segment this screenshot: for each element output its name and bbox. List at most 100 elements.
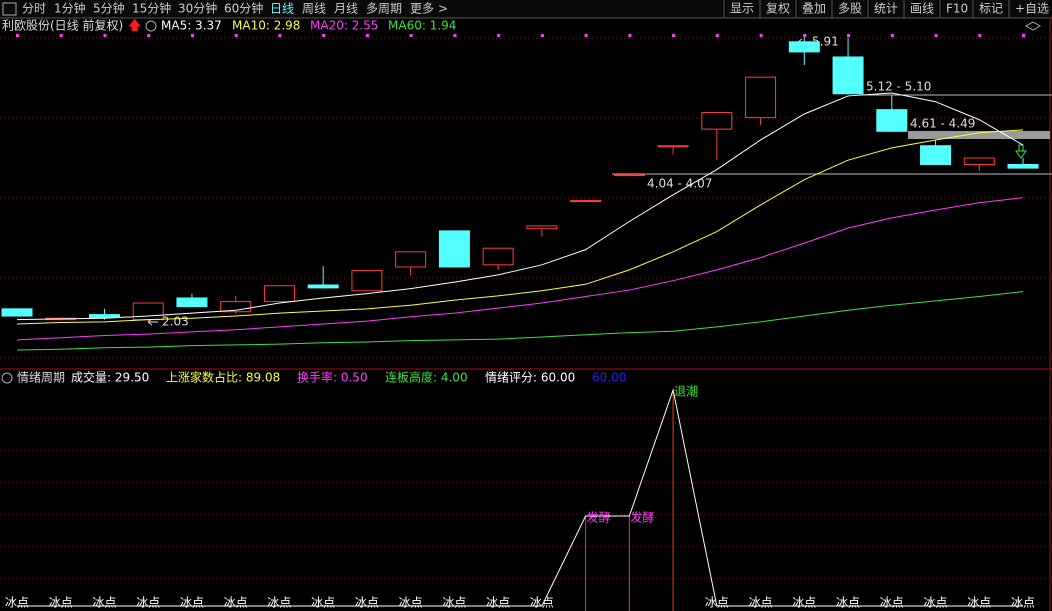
period-tab[interactable]: 分时 xyxy=(22,2,46,16)
candle-body xyxy=(1,308,33,317)
phase-label: 冰点 xyxy=(924,596,948,610)
period-dot xyxy=(890,34,894,37)
candle-body xyxy=(88,314,120,318)
sentiment-line xyxy=(17,388,1024,607)
candle-body xyxy=(351,270,383,292)
up-arrow-icon: 🡅 xyxy=(128,19,141,34)
candle-body xyxy=(657,145,689,148)
candle-body xyxy=(263,285,295,303)
period-dot xyxy=(409,34,413,37)
candle-body xyxy=(395,251,427,268)
range-band xyxy=(908,131,1050,139)
phase-label: 冰点 xyxy=(967,596,991,610)
price-annotation: 5.12 - 5.10 xyxy=(866,80,931,94)
price-annotation: 4.04 - 4.07 xyxy=(647,177,712,191)
settings-icon[interactable] xyxy=(1024,21,1042,31)
phase-label: 发酵 xyxy=(630,509,654,524)
candle-body xyxy=(920,145,952,165)
period-dot xyxy=(584,34,588,37)
period-dot xyxy=(803,34,807,37)
dropdown-icon[interactable] xyxy=(145,20,157,32)
candle-body xyxy=(220,301,252,313)
toolbar-button[interactable]: 统计 xyxy=(874,2,898,16)
toolbar-button[interactable]: 画线 xyxy=(910,2,934,16)
period-dot xyxy=(540,34,544,37)
candle-body xyxy=(745,76,777,119)
legend-entry: MA5: 3.37 xyxy=(161,19,222,33)
toolbar-button[interactable]: F10 xyxy=(946,2,968,16)
period-tab[interactable]: 月线 xyxy=(334,2,358,16)
phase-label: 冰点 xyxy=(880,596,904,610)
phase-label: 冰点 xyxy=(1011,596,1035,610)
indicator: 换手率: 0.50 xyxy=(297,370,368,385)
candle-body xyxy=(482,247,514,266)
candle-body xyxy=(613,174,645,177)
period-tab[interactable]: 60分钟 xyxy=(224,1,263,16)
ma-line xyxy=(16,92,1024,321)
candle-body xyxy=(438,230,470,268)
period-dot xyxy=(934,34,938,37)
phase-label: 冰点 xyxy=(5,596,29,610)
phase-label: 冰点 xyxy=(749,596,773,610)
indicator: 上涨家数占比: 89.08 xyxy=(166,370,280,385)
phase-label: 冰点 xyxy=(355,596,379,610)
period-dot xyxy=(715,34,719,37)
toolbar-button[interactable]: 复权 xyxy=(766,2,790,16)
phase-label: 冰点 xyxy=(311,596,335,610)
candle-body xyxy=(876,109,908,132)
period-dot xyxy=(59,34,63,37)
legend-entry: MA60: 1.94 xyxy=(388,19,456,33)
phase-label: 冰点 xyxy=(836,596,860,610)
period-dot xyxy=(497,34,501,37)
candle-body xyxy=(307,284,339,289)
chart-title: 利欧股份(日线 前复权) xyxy=(2,18,123,33)
toolbar-button[interactable]: 叠加 xyxy=(802,2,826,16)
signal-arrow xyxy=(1015,144,1027,159)
candle-body xyxy=(832,56,864,95)
toolbar-icon[interactable] xyxy=(2,2,17,16)
candle-body xyxy=(570,200,602,203)
period-dot xyxy=(322,34,326,37)
chevron: > xyxy=(438,2,448,16)
candle-body xyxy=(788,41,820,53)
toolbar-button[interactable]: 多股 xyxy=(838,2,862,16)
period-dot xyxy=(190,34,194,37)
period-dot xyxy=(759,34,763,37)
period-dot xyxy=(1022,34,1026,37)
candle-body xyxy=(132,302,164,321)
period-tab[interactable]: 周线 xyxy=(302,2,326,16)
period-dot xyxy=(103,34,107,37)
indicator: 情绪评分: 60.00 xyxy=(485,371,575,385)
period-tab[interactable]: 5分钟 xyxy=(93,1,125,16)
period-tab[interactable]: 多周期 xyxy=(366,2,402,16)
phase-label: 冰点 xyxy=(530,596,554,610)
toolbar-button[interactable]: +自选 xyxy=(1015,2,1049,16)
period-tab[interactable]: 15分钟 xyxy=(132,1,171,16)
period-tab[interactable]: 更多 xyxy=(410,2,434,16)
period-dot xyxy=(234,34,238,37)
candle-body xyxy=(963,157,995,165)
period-dot xyxy=(16,34,19,37)
phase-label: 冰点 xyxy=(792,596,816,610)
chart-title: 情绪周期 xyxy=(17,371,65,385)
period-tab[interactable]: 30分钟 xyxy=(178,1,217,16)
period-dot xyxy=(978,34,982,37)
period-dot xyxy=(147,34,151,37)
phase-label: 冰点 xyxy=(442,596,466,610)
indicator: 成交量: 29.50 xyxy=(71,370,149,385)
candle-body xyxy=(1007,163,1039,169)
phase-label: 冰点 xyxy=(180,596,204,610)
toolbar-button[interactable]: 标记 xyxy=(979,2,1003,16)
legend-entry: MA20: 2.55 xyxy=(310,19,378,33)
phase-label: 冰点 xyxy=(705,596,729,610)
phase-label: 冰点 xyxy=(224,596,248,610)
dropdown-icon[interactable] xyxy=(1,372,13,384)
toolbar-button[interactable]: 显示 xyxy=(730,2,754,16)
price-annotation: 4.61 - 4.49 xyxy=(910,117,975,131)
period-dot xyxy=(847,34,851,37)
price-annotation: 2.03 xyxy=(162,315,189,329)
period-tab[interactable]: 日线 xyxy=(270,2,294,16)
period-tab[interactable]: 1分钟 xyxy=(54,1,86,16)
legend-entry: MA10: 2.98 xyxy=(232,19,300,33)
